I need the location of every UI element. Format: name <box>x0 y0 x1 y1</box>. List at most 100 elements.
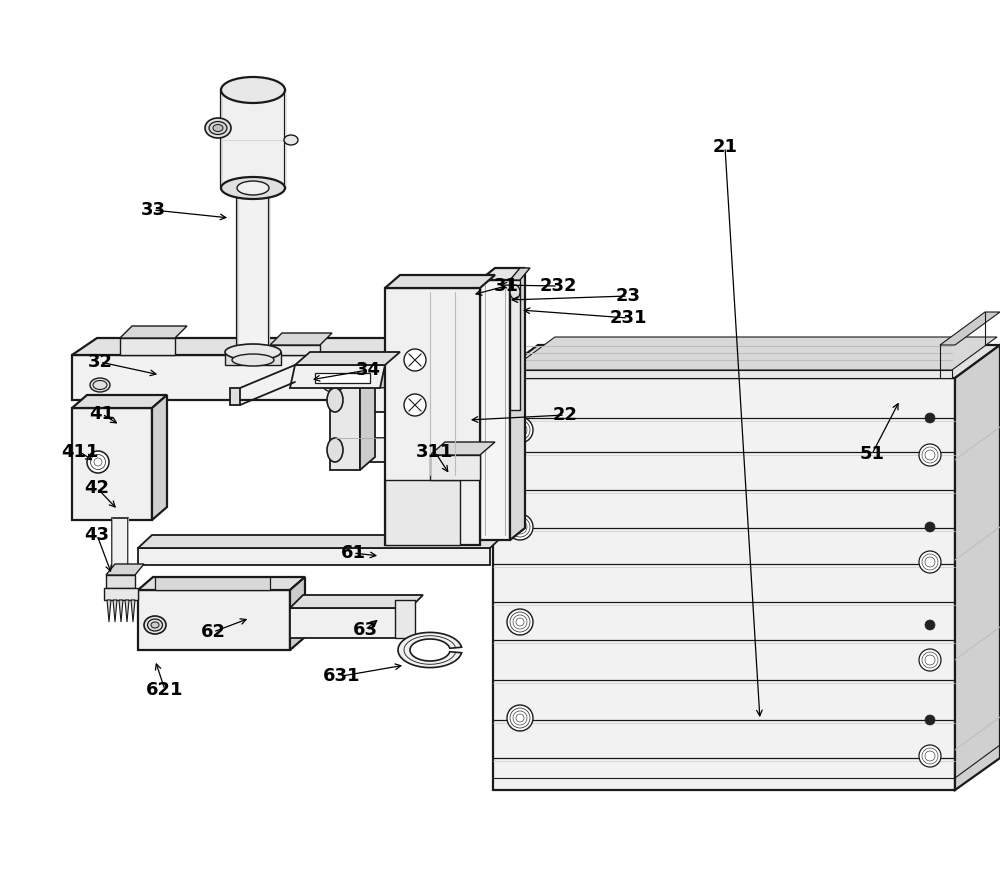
Text: 231: 231 <box>609 309 647 327</box>
Polygon shape <box>480 280 510 540</box>
Ellipse shape <box>925 522 935 532</box>
Ellipse shape <box>151 622 159 628</box>
Polygon shape <box>290 608 410 638</box>
Text: 61: 61 <box>340 544 366 562</box>
Polygon shape <box>106 564 144 575</box>
Ellipse shape <box>507 417 533 443</box>
Polygon shape <box>385 480 460 545</box>
Polygon shape <box>510 268 530 280</box>
Polygon shape <box>237 188 269 360</box>
Polygon shape <box>295 352 400 365</box>
Ellipse shape <box>481 438 499 462</box>
Polygon shape <box>155 577 270 590</box>
Ellipse shape <box>925 715 935 725</box>
Polygon shape <box>72 355 380 400</box>
Polygon shape <box>510 370 952 378</box>
Polygon shape <box>138 548 490 565</box>
Text: 41: 41 <box>90 405 114 423</box>
Ellipse shape <box>221 77 285 103</box>
Text: 411: 411 <box>61 443 99 461</box>
Polygon shape <box>335 388 493 412</box>
Polygon shape <box>225 352 281 365</box>
Ellipse shape <box>510 285 520 299</box>
Polygon shape <box>119 600 123 622</box>
Polygon shape <box>385 275 495 288</box>
Text: 34: 34 <box>356 361 380 379</box>
Text: 31: 31 <box>494 277 518 295</box>
Polygon shape <box>138 590 290 650</box>
Ellipse shape <box>919 649 941 671</box>
Ellipse shape <box>205 118 231 138</box>
Ellipse shape <box>284 135 298 145</box>
Ellipse shape <box>93 380 107 389</box>
Ellipse shape <box>221 177 285 199</box>
Ellipse shape <box>213 125 223 132</box>
Ellipse shape <box>919 745 941 767</box>
Polygon shape <box>395 600 415 638</box>
Text: 22: 22 <box>552 406 578 424</box>
Text: 63: 63 <box>352 621 378 639</box>
Text: 43: 43 <box>84 526 110 544</box>
Text: 51: 51 <box>860 445 885 463</box>
Ellipse shape <box>209 121 227 135</box>
Polygon shape <box>955 345 1000 790</box>
Ellipse shape <box>327 388 343 412</box>
Polygon shape <box>72 408 152 520</box>
Ellipse shape <box>507 514 533 540</box>
Polygon shape <box>230 388 240 405</box>
Polygon shape <box>290 365 385 388</box>
Text: 23: 23 <box>616 287 640 305</box>
Text: 311: 311 <box>416 443 454 461</box>
Ellipse shape <box>327 438 343 462</box>
Polygon shape <box>120 326 187 338</box>
Text: 32: 32 <box>88 353 112 371</box>
Polygon shape <box>72 338 405 355</box>
Polygon shape <box>106 575 135 588</box>
Polygon shape <box>112 518 128 575</box>
Text: 232: 232 <box>539 277 577 295</box>
Polygon shape <box>330 375 360 470</box>
Text: 21: 21 <box>712 138 738 156</box>
Polygon shape <box>940 312 1000 345</box>
Polygon shape <box>138 535 504 548</box>
Polygon shape <box>360 362 375 470</box>
Ellipse shape <box>90 378 110 392</box>
Polygon shape <box>270 345 320 355</box>
Ellipse shape <box>507 705 533 731</box>
Polygon shape <box>493 378 955 790</box>
Polygon shape <box>131 600 135 622</box>
Ellipse shape <box>404 394 426 416</box>
Polygon shape <box>385 288 480 545</box>
Polygon shape <box>330 362 375 375</box>
Text: 621: 621 <box>146 681 184 699</box>
Polygon shape <box>315 373 370 383</box>
Ellipse shape <box>237 181 269 195</box>
Ellipse shape <box>144 616 166 634</box>
Polygon shape <box>152 395 167 520</box>
Polygon shape <box>493 345 1000 378</box>
Ellipse shape <box>507 609 533 635</box>
Polygon shape <box>72 395 167 408</box>
Polygon shape <box>104 588 138 600</box>
Ellipse shape <box>225 344 281 360</box>
Polygon shape <box>120 338 175 355</box>
Ellipse shape <box>326 380 340 389</box>
Ellipse shape <box>919 551 941 573</box>
Polygon shape <box>138 577 305 590</box>
Ellipse shape <box>232 354 274 366</box>
Polygon shape <box>430 442 495 455</box>
Polygon shape <box>113 600 117 622</box>
Polygon shape <box>335 438 493 462</box>
Ellipse shape <box>148 619 162 631</box>
Text: 631: 631 <box>323 667 361 685</box>
Polygon shape <box>290 595 423 608</box>
Ellipse shape <box>925 620 935 630</box>
Ellipse shape <box>925 413 935 423</box>
Polygon shape <box>510 280 520 410</box>
Ellipse shape <box>87 451 109 473</box>
Ellipse shape <box>323 378 343 392</box>
Text: 33: 33 <box>140 201 166 219</box>
Polygon shape <box>290 577 305 650</box>
Text: 42: 42 <box>84 479 110 497</box>
Ellipse shape <box>404 349 426 371</box>
